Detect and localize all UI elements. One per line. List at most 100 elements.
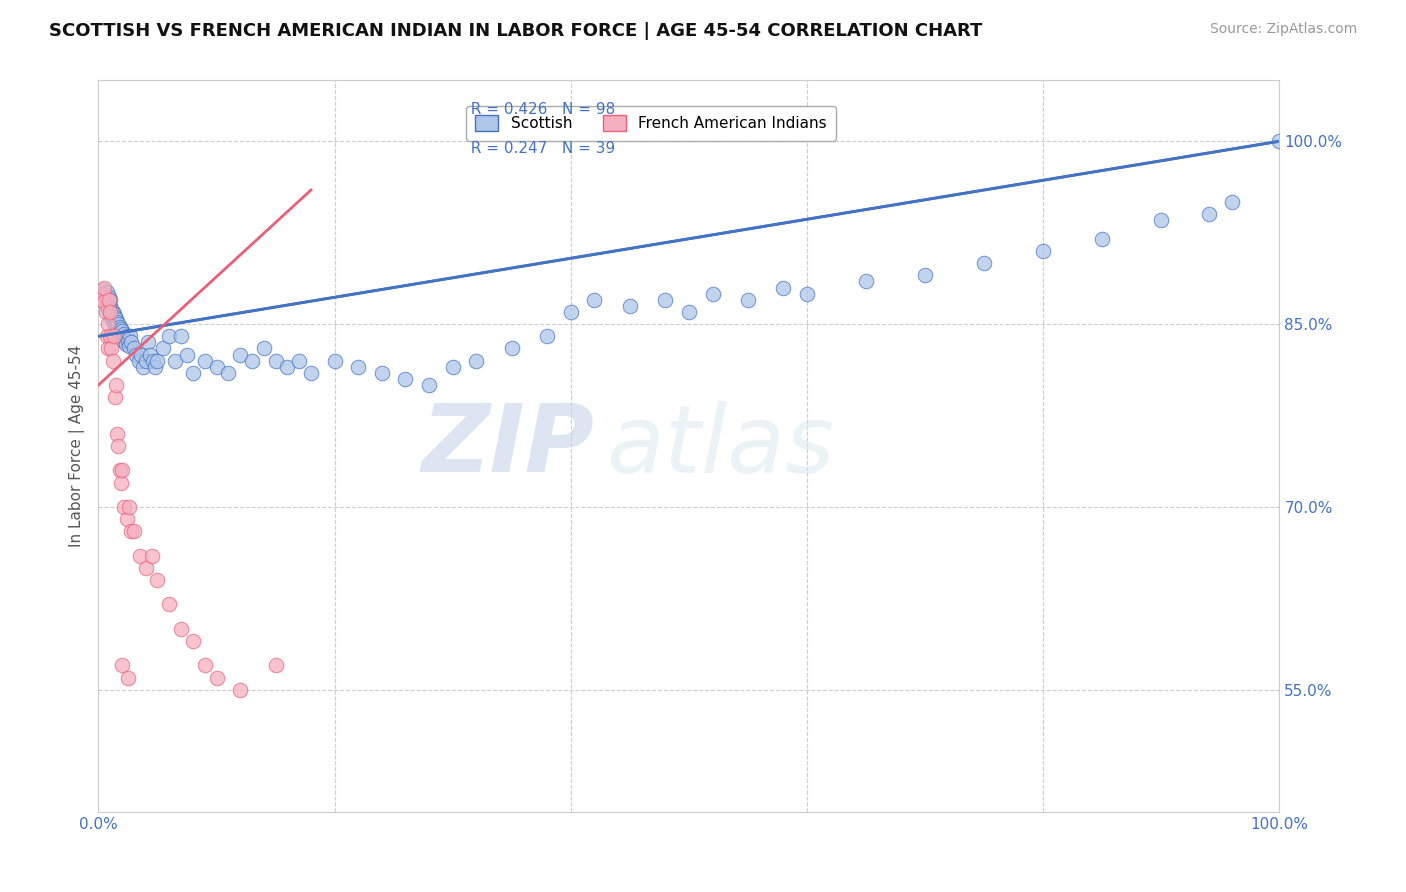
Point bbox=[737, 293, 759, 307]
Point bbox=[132, 359, 155, 374]
Point bbox=[170, 329, 193, 343]
Point bbox=[110, 475, 132, 490]
Point bbox=[157, 598, 180, 612]
Point bbox=[141, 549, 163, 563]
Point bbox=[105, 322, 128, 336]
Point bbox=[264, 353, 287, 368]
Point bbox=[394, 372, 416, 386]
Point bbox=[98, 305, 121, 319]
Point bbox=[264, 658, 287, 673]
Point bbox=[205, 671, 228, 685]
Point bbox=[101, 312, 124, 326]
Point bbox=[122, 342, 145, 356]
Point bbox=[94, 305, 117, 319]
Point bbox=[240, 353, 263, 368]
Point bbox=[120, 329, 142, 343]
Point bbox=[91, 286, 114, 301]
Point bbox=[103, 329, 125, 343]
Point bbox=[121, 524, 143, 539]
Point bbox=[105, 378, 128, 392]
Point bbox=[536, 329, 558, 343]
Point bbox=[855, 275, 877, 289]
Point bbox=[108, 319, 131, 334]
Text: Source: ZipAtlas.com: Source: ZipAtlas.com bbox=[1209, 22, 1357, 37]
Point bbox=[181, 366, 204, 380]
Point bbox=[101, 353, 124, 368]
Point bbox=[93, 293, 115, 307]
Point bbox=[112, 334, 135, 348]
Point bbox=[108, 326, 131, 341]
Point bbox=[103, 315, 125, 329]
Point bbox=[217, 366, 239, 380]
Point bbox=[121, 335, 143, 350]
Point bbox=[973, 256, 995, 270]
Point bbox=[146, 573, 169, 587]
Point bbox=[1220, 195, 1243, 210]
Point bbox=[112, 500, 135, 514]
Point bbox=[128, 549, 150, 563]
Point bbox=[98, 329, 121, 343]
Point bbox=[583, 293, 606, 307]
Point bbox=[96, 293, 118, 307]
Point bbox=[111, 463, 134, 477]
Point bbox=[107, 317, 129, 331]
Point bbox=[98, 293, 121, 307]
Point bbox=[347, 359, 370, 374]
Point bbox=[229, 682, 252, 697]
Point bbox=[105, 312, 128, 326]
Point bbox=[1032, 244, 1054, 258]
Text: ZIP: ZIP bbox=[422, 400, 595, 492]
Point bbox=[135, 561, 157, 575]
Point bbox=[115, 512, 138, 526]
Point bbox=[93, 295, 115, 310]
Point bbox=[108, 463, 131, 477]
Point bbox=[93, 288, 115, 302]
Point bbox=[619, 299, 641, 313]
Point bbox=[702, 286, 724, 301]
Point bbox=[205, 359, 228, 374]
Point bbox=[465, 353, 488, 368]
Point bbox=[114, 336, 136, 351]
Point bbox=[91, 286, 114, 301]
Point bbox=[135, 353, 157, 368]
Point bbox=[104, 390, 127, 404]
Point bbox=[253, 342, 276, 356]
Point bbox=[299, 366, 322, 380]
Point bbox=[117, 334, 139, 348]
Point bbox=[98, 293, 121, 307]
Point bbox=[143, 359, 166, 374]
Point bbox=[371, 366, 394, 380]
Point bbox=[418, 378, 440, 392]
Point bbox=[96, 285, 118, 300]
Point bbox=[94, 295, 117, 310]
Point bbox=[98, 297, 121, 311]
Point bbox=[194, 353, 217, 368]
Text: R = 0.426   N = 98: R = 0.426 N = 98 bbox=[461, 103, 616, 117]
Point bbox=[129, 348, 152, 362]
Point bbox=[1150, 213, 1173, 227]
Point bbox=[122, 524, 145, 539]
Point bbox=[91, 293, 114, 307]
Point bbox=[107, 439, 129, 453]
Text: R = 0.247   N = 39: R = 0.247 N = 39 bbox=[461, 141, 616, 156]
Point bbox=[98, 307, 121, 321]
Point bbox=[501, 342, 523, 356]
Point bbox=[146, 353, 169, 368]
Point bbox=[101, 305, 124, 319]
Point bbox=[157, 329, 180, 343]
Point bbox=[100, 342, 122, 356]
Point bbox=[105, 426, 128, 441]
Point bbox=[288, 353, 311, 368]
Point bbox=[194, 658, 217, 673]
Text: atlas: atlas bbox=[606, 401, 835, 491]
Point bbox=[105, 315, 128, 329]
Point bbox=[1091, 232, 1114, 246]
Point bbox=[181, 634, 204, 648]
Point bbox=[104, 317, 127, 331]
Point bbox=[107, 325, 129, 339]
Point bbox=[796, 286, 818, 301]
Point bbox=[105, 319, 128, 334]
Point bbox=[110, 322, 132, 336]
Point bbox=[118, 500, 141, 514]
Text: SCOTTISH VS FRENCH AMERICAN INDIAN IN LABOR FORCE | AGE 45-54 CORRELATION CHART: SCOTTISH VS FRENCH AMERICAN INDIAN IN LA… bbox=[49, 22, 983, 40]
